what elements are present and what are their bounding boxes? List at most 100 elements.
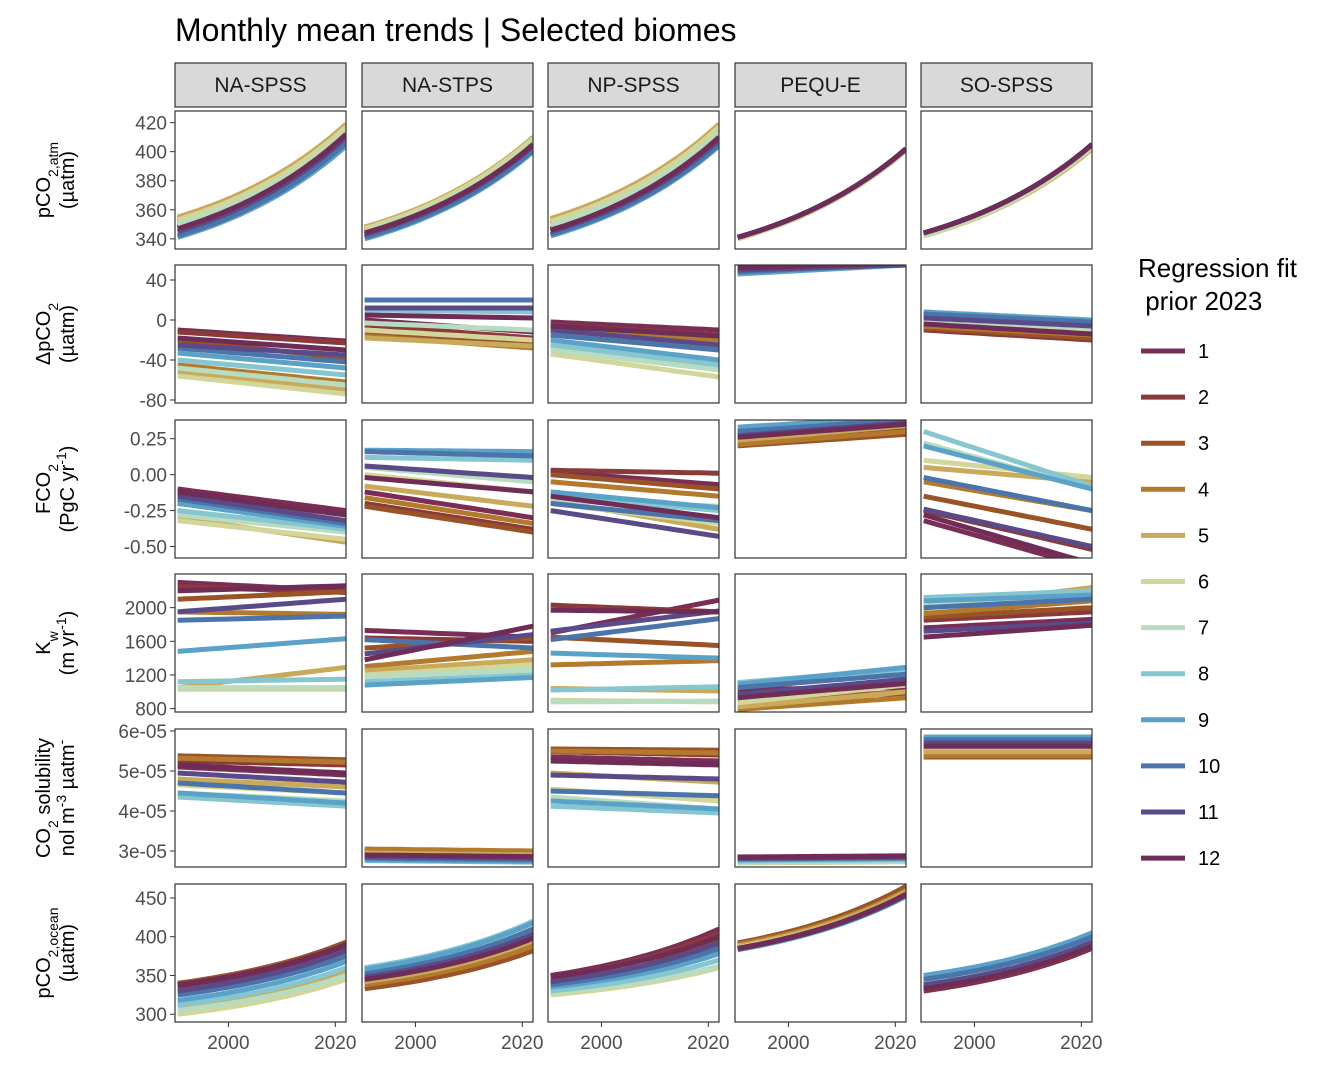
panel-sol-pequ-e xyxy=(734,728,907,868)
trend-line-month-9 xyxy=(550,798,719,812)
trend-line-month-11 xyxy=(550,940,719,985)
trend-line-month-2 xyxy=(737,265,799,268)
trend-line-month-10 xyxy=(363,148,533,240)
trend-line-month-1 xyxy=(923,518,1066,558)
trend-line-month-12 xyxy=(176,132,346,232)
trend-line-month-4 xyxy=(550,658,719,668)
trend-line-month-9 xyxy=(737,664,906,687)
trend-line-month-11 xyxy=(923,315,1092,329)
trend-line-month-11 xyxy=(550,327,719,348)
trend-line-month-5 xyxy=(177,776,346,790)
trend-line-month-8 xyxy=(550,684,719,693)
y-tick-label: 2000 xyxy=(125,599,167,620)
legend-item-12: 12 xyxy=(1141,848,1220,870)
facet-strip-na-spss: NA-SPSS xyxy=(174,62,347,108)
y-tick-label: 350 xyxy=(135,966,167,987)
trend-line-month-10 xyxy=(923,311,1092,325)
panel-kw-na-stps xyxy=(361,573,534,713)
trend-line-month-6 xyxy=(177,373,346,397)
trend-line-month-8 xyxy=(177,794,346,809)
trend-line-month-10 xyxy=(737,420,906,434)
trend-line-month-12 xyxy=(177,335,346,353)
trend-line-month-12 xyxy=(364,312,533,321)
trend-line-month-8 xyxy=(177,357,346,378)
trend-line-month-11 xyxy=(177,342,346,358)
y-tick-label: 6e-05 xyxy=(118,722,167,743)
trend-line-month-11 xyxy=(737,676,906,697)
y-tick-label: -80 xyxy=(140,391,167,412)
trend-line-month-10 xyxy=(923,596,1092,611)
trend-line-month-7 xyxy=(364,667,533,680)
facet-strip-pequ-e: PEQU-E xyxy=(734,62,907,108)
panel-border xyxy=(361,573,534,713)
legend-label: 6 xyxy=(1198,572,1209,594)
trend-line-month-11 xyxy=(923,506,1092,549)
trend-line-month-9 xyxy=(737,420,900,430)
trend-line-month-10 xyxy=(549,142,719,237)
legend-label: 8 xyxy=(1198,664,1209,686)
strip-label: NA-SPSS xyxy=(214,74,306,97)
trend-line-month-11 xyxy=(923,620,1092,634)
trend-line-month-8 xyxy=(177,965,346,1008)
trend-line-month-4 xyxy=(364,495,533,526)
panel-border xyxy=(734,419,907,559)
panel-border xyxy=(547,419,720,559)
trend-line-month-9 xyxy=(177,350,346,371)
panel-fco2-na-spss xyxy=(174,419,347,559)
trend-line-month-12 xyxy=(177,489,346,518)
y-tick-label: 40 xyxy=(146,271,167,292)
trend-line-month-1 xyxy=(550,469,719,488)
panel-border xyxy=(547,573,720,713)
trend-line-month-12 xyxy=(737,853,906,860)
trend-line-month-12 xyxy=(177,762,346,776)
legend-label: 3 xyxy=(1198,433,1209,455)
legend-label: 1 xyxy=(1198,341,1209,363)
panel-border xyxy=(361,883,534,1023)
panel-pco2ocean-pequ-e xyxy=(734,883,907,1023)
panel-sol-np-spss xyxy=(547,728,720,868)
y-tick-label: 3e-05 xyxy=(118,842,167,863)
trend-line-month-4 xyxy=(738,254,906,262)
trend-line-month-2 xyxy=(177,329,346,346)
trend-line-month-9 xyxy=(923,592,1092,604)
trend-line-month-5 xyxy=(364,657,533,674)
x-tick-label: 2020 xyxy=(1060,1033,1102,1054)
trend-line-month-10 xyxy=(550,945,719,988)
trend-line-month-6 xyxy=(363,136,533,232)
strip-label: NA-STPS xyxy=(402,74,493,97)
trend-line-month-4 xyxy=(177,755,346,765)
trend-line-month-12 xyxy=(550,758,719,768)
trend-line-month-10 xyxy=(364,926,533,977)
y-tick-label: 4e-05 xyxy=(118,802,167,823)
panel-border xyxy=(547,110,720,250)
trend-line-month-5 xyxy=(737,689,906,710)
trend-line-month-2 xyxy=(177,758,346,768)
y-tick-label: 450 xyxy=(135,889,167,910)
y-tick-label: 380 xyxy=(135,172,167,193)
trend-line-month-7 xyxy=(549,130,719,229)
trend-line-month-9 xyxy=(177,500,346,529)
y-tick-label: 0 xyxy=(156,311,167,332)
panel-border xyxy=(734,110,907,250)
legend-label: 11 xyxy=(1198,802,1219,824)
trend-line-month-11 xyxy=(177,493,346,524)
trend-line-month-6 xyxy=(550,351,719,380)
trend-line-month-10 xyxy=(550,332,719,353)
x-tick-label: 2020 xyxy=(874,1033,916,1054)
trend-line-month-12 xyxy=(364,623,533,663)
trend-line-month-10 xyxy=(364,449,533,459)
trend-line-month-9 xyxy=(177,636,346,654)
trend-line-month-8 xyxy=(923,588,1092,601)
trend-line-month-12 xyxy=(923,321,1092,337)
trend-line-month-9 xyxy=(923,443,1092,492)
trend-line-month-12 xyxy=(922,142,1092,236)
trend-line-month-1 xyxy=(923,616,1092,631)
trend-line-month-11 xyxy=(177,948,346,994)
trend-line-month-10 xyxy=(923,934,1092,982)
panel-dpco2-na-spss xyxy=(174,264,347,404)
trend-line-month-5 xyxy=(364,335,533,349)
strip-background xyxy=(547,62,720,108)
trend-line-month-12 xyxy=(363,142,533,236)
